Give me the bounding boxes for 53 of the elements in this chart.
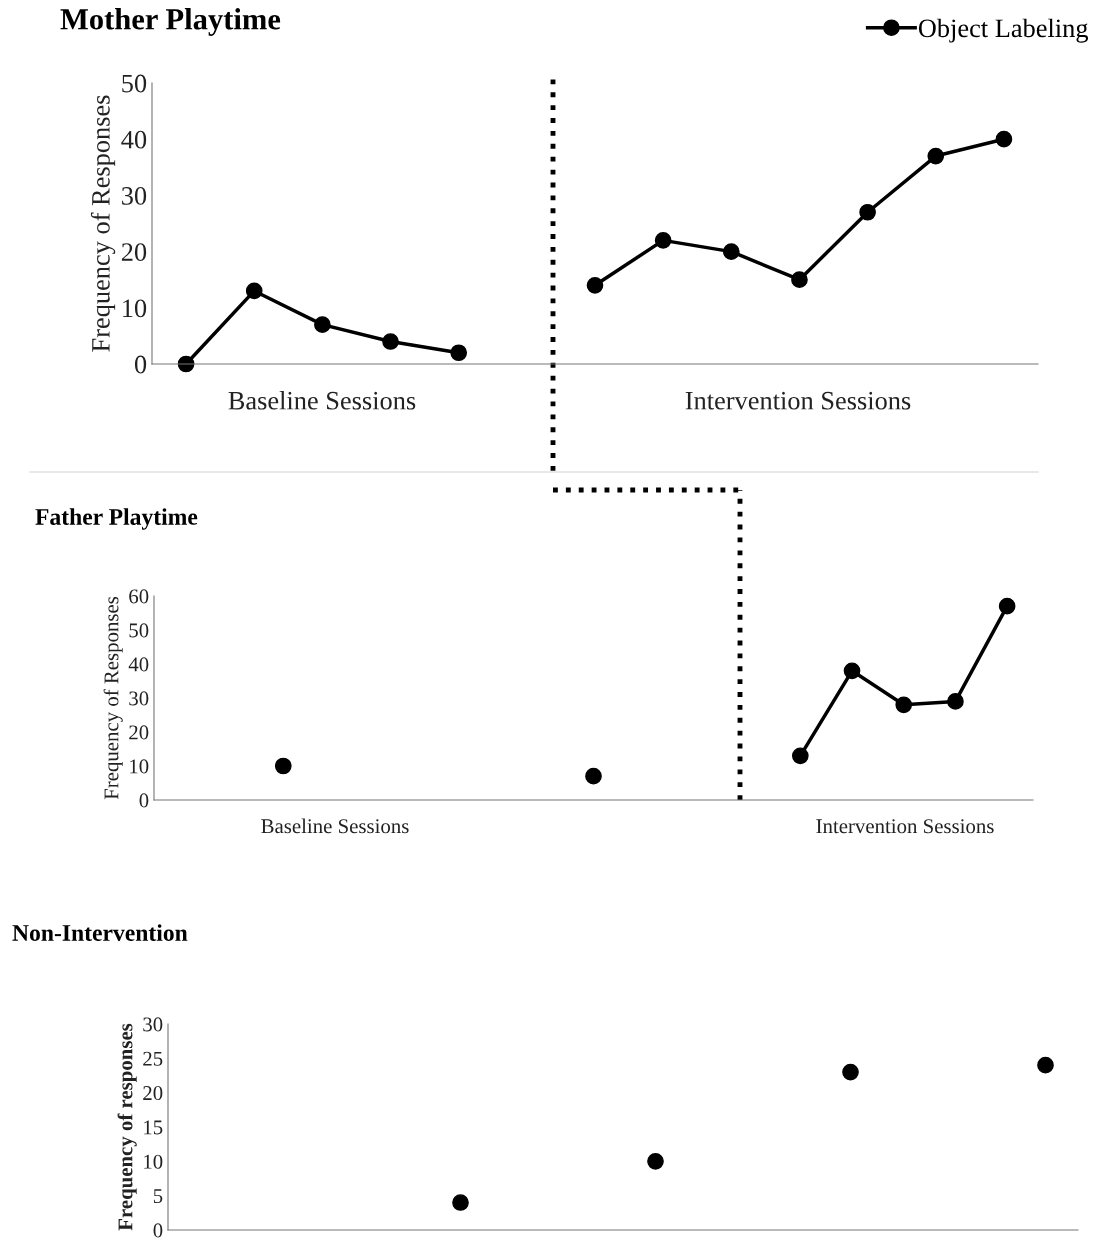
y-tick-label: 20 [129,725,149,740]
point [314,316,331,333]
point [927,147,945,165]
point [382,333,399,350]
point [654,232,672,249]
point [859,203,876,221]
text: Baseline Sessions [228,391,416,410]
point [274,757,292,775]
chart-title: Father Playtime [35,508,198,530]
chart-title: Mother Playtime [60,8,281,36]
point [450,344,468,362]
y-tick-label: 40 [121,130,147,149]
y-axis-title: Frequency of Responses [90,95,116,352]
point [586,276,604,294]
y-tick-label: 10 [144,1154,163,1169]
text: Intervention Sessions [816,819,994,834]
point [585,767,602,785]
point [998,597,1016,615]
point [722,243,740,260]
y-axis-title: Frequency of responses [117,1023,137,1231]
y-tick-label: 10 [123,299,147,318]
y-tick-label: 20 [143,1086,163,1101]
point [452,1194,469,1211]
legend-label: Object Labeling [918,18,1089,43]
text: Intervention Sessions [685,391,911,410]
y-axis-title: Frequency of Responses [103,596,123,800]
chart-title: Non-Intervention [12,924,188,941]
y-tick-label: 0 [139,793,149,808]
point [647,1152,664,1170]
point [245,282,263,300]
y-tick-label: 10 [130,759,149,774]
y-tick-label: 5 [153,1189,163,1204]
y-tick-label: 15 [144,1120,163,1135]
y-tick-label: 30 [122,187,147,205]
y-tick-label: 50 [129,623,149,638]
y-tick-label: 30 [143,1017,163,1032]
point [842,1063,859,1081]
y-tick-label: 25 [143,1051,163,1066]
point [995,130,1013,148]
point [947,693,964,710]
point [895,696,913,714]
y-tick-label: 60 [129,589,149,604]
point [843,662,861,680]
y-tick-label: 0 [153,1223,163,1238]
y-tick-label: 50 [122,74,147,93]
point [1037,1056,1054,1074]
y-tick-label: 0 [134,355,147,374]
point [791,747,809,765]
y-tick-label: 40 [128,657,149,672]
y-tick-label: 30 [129,691,149,706]
text: Baseline Sessions [261,818,409,834]
y-tick-label: 20 [121,243,147,262]
point [791,271,808,289]
